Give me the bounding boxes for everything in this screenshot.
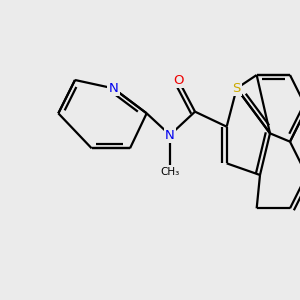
- Text: S: S: [232, 82, 241, 95]
- Text: N: N: [109, 82, 118, 95]
- Text: N: N: [165, 128, 175, 142]
- Text: CH₃: CH₃: [160, 167, 180, 177]
- Text: O: O: [173, 74, 184, 86]
